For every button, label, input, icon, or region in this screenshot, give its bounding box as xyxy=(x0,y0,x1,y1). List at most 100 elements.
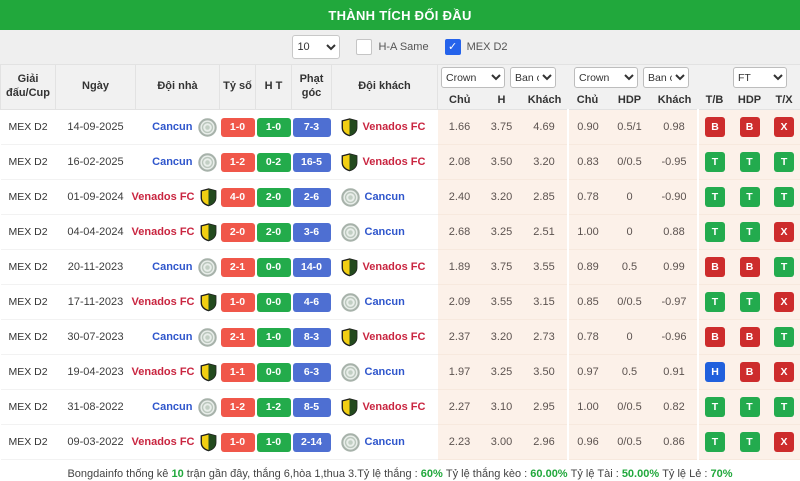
odds-1x2-value: 2.68 xyxy=(437,214,482,250)
result-mark: T xyxy=(774,257,795,277)
away-team-cell: Cancun xyxy=(331,424,438,460)
result-mark: X xyxy=(774,432,795,452)
home-team-link[interactable]: Cancun xyxy=(152,261,193,273)
away-team-link[interactable]: Venados FC xyxy=(362,401,426,413)
away-team-link[interactable]: Venados FC xyxy=(362,261,426,273)
odds-hdp-value: 0/0.5 xyxy=(607,144,652,180)
odds-hdp-value: -0.96 xyxy=(651,319,698,355)
corners-badge: 8-5 xyxy=(292,397,331,417)
halftime-cell: 1-0 xyxy=(255,109,292,145)
score-badge: 2-0 xyxy=(220,222,255,242)
home-team-cell: Venados FC xyxy=(132,424,220,460)
away-team-link[interactable]: Venados FC xyxy=(362,331,426,343)
score-cell: 2-1 xyxy=(219,249,256,285)
away-team-link[interactable]: Cancun xyxy=(364,191,405,203)
odds-hdp-value: -0.90 xyxy=(651,179,698,215)
home-team-link[interactable]: Venados FC xyxy=(131,436,195,448)
cancun-logo-icon xyxy=(197,117,217,137)
home-team-link[interactable]: Cancun xyxy=(152,401,193,413)
odds-hdp-value: 0.88 xyxy=(651,214,698,250)
provider-select-1x2[interactable]: Crown xyxy=(441,67,505,88)
odds-1x2-value: 1.66 xyxy=(437,109,482,145)
ha-same-checkbox-icon[interactable] xyxy=(356,39,373,55)
ha-same-checkbox-group[interactable]: H-A Same xyxy=(356,39,429,55)
corners-cell: 7-3 xyxy=(291,109,332,145)
halftime-cell: 0-0 xyxy=(255,284,292,320)
result-cell: T xyxy=(696,389,732,425)
home-team-link[interactable]: Cancun xyxy=(152,331,193,343)
halftime-cell: 0-2 xyxy=(255,144,292,180)
home-team-link[interactable]: Venados FC xyxy=(131,366,195,378)
odds-hdp-value: 0.98 xyxy=(651,109,698,145)
result-cell: T xyxy=(696,214,732,250)
date-cell: 16-02-2025 xyxy=(55,144,136,180)
home-team-cell: Cancun xyxy=(135,249,220,285)
corners-cell: 2-6 xyxy=(291,179,332,215)
date-cell: 04-04-2024 xyxy=(55,214,136,250)
result-cell: X xyxy=(767,284,800,320)
period-select[interactable]: FT xyxy=(733,67,787,88)
home-team-link[interactable]: Venados FC xyxy=(131,226,195,238)
home-team-link[interactable]: Venados FC xyxy=(131,296,195,308)
odds-1x2-value: 3.20 xyxy=(521,144,568,180)
result-mark: T xyxy=(774,327,795,347)
result-cell: T xyxy=(767,144,800,180)
away-team-link[interactable]: Venados FC xyxy=(362,121,426,133)
odds-hdp-value: 0.97 xyxy=(566,354,608,390)
odds-1x2-value: 3.10 xyxy=(481,389,522,425)
result-mark: T xyxy=(774,397,795,417)
league-cell: MEX D2 xyxy=(0,354,56,390)
odds-1x2-value: 3.25 xyxy=(481,354,522,390)
match-row: MEX D2 20-11-2023 Cancun 2-1 0-0 14-0 Venados … xyxy=(0,249,800,285)
result-mark: X xyxy=(774,362,795,382)
away-team-link[interactable]: Cancun xyxy=(364,296,405,308)
date-cell: 09-03-2022 xyxy=(55,424,136,460)
result-cell: T xyxy=(767,249,800,285)
match-row: MEX D2 31-08-2022 Cancun 1-2 1-2 8-5 Venados F… xyxy=(0,389,800,425)
halftime-badge: 1-0 xyxy=(256,117,291,137)
date-cell: 01-09-2024 xyxy=(55,179,136,215)
ha-same-label: H-A Same xyxy=(378,41,429,53)
result-cell: X xyxy=(767,424,800,460)
corners-badge: 2-14 xyxy=(292,432,331,452)
home-team-link[interactable]: Cancun xyxy=(152,121,193,133)
result-mark: B xyxy=(705,327,725,347)
provider-select-hdp[interactable]: Crown xyxy=(574,67,638,88)
venados-logo-icon xyxy=(200,222,216,241)
away-team-link[interactable]: Cancun xyxy=(364,436,405,448)
venados-logo-icon xyxy=(200,292,216,311)
match-row: MEX D2 16-02-2025 Cancun 1-2 0-2 16-5 Venados … xyxy=(0,144,800,180)
home-team-link[interactable]: Cancun xyxy=(152,156,193,168)
odds-hdp-value: 0 xyxy=(607,179,652,215)
league-filter-label: MEX D2 xyxy=(466,41,508,53)
league-cell: MEX D2 xyxy=(0,109,56,145)
away-team-link[interactable]: Cancun xyxy=(364,366,405,378)
odds-1x2-value: 3.25 xyxy=(481,214,522,250)
odds-type-select-hdp[interactable]: Ban c xyxy=(643,67,689,88)
match-row: MEX D2 01-09-2024 Venados FC 4-0 2-0 2-6 Cancu… xyxy=(0,179,800,215)
corners-badge: 16-5 xyxy=(292,152,331,172)
league-cell: MEX D2 xyxy=(0,319,56,355)
result-mark: T xyxy=(705,292,725,312)
league-filter-checkbox-icon[interactable]: ✓ xyxy=(444,39,461,55)
result-cell: T xyxy=(731,389,768,425)
league-filter-checkbox-group[interactable]: ✓ MEX D2 xyxy=(444,39,508,55)
odds-selects-row: Crown Ban c Crown Ban c FT xyxy=(436,64,800,90)
home-team-cell: Cancun xyxy=(135,389,220,425)
result-cell: X xyxy=(767,214,800,250)
corners-cell: 3-6 xyxy=(291,214,332,250)
away-team-link[interactable]: Venados FC xyxy=(362,156,426,168)
col-header-halftime: H T xyxy=(255,64,292,110)
away-team-link[interactable]: Cancun xyxy=(364,226,405,238)
home-team-link[interactable]: Venados FC xyxy=(131,191,195,203)
corners-badge: 3-6 xyxy=(292,222,331,242)
match-count-select[interactable]: 10 xyxy=(292,35,341,59)
result-mark: B xyxy=(739,362,760,382)
home-team-cell: Cancun xyxy=(135,144,220,180)
result-cell: B xyxy=(731,249,768,285)
odds-type-select-1x2[interactable]: Ban c xyxy=(510,67,556,88)
score-badge: 1-0 xyxy=(220,432,255,452)
away-team-cell: Venados FC xyxy=(331,389,438,425)
odds-hdp-value: 0.78 xyxy=(566,319,608,355)
away-team-cell: Cancun xyxy=(331,214,438,250)
